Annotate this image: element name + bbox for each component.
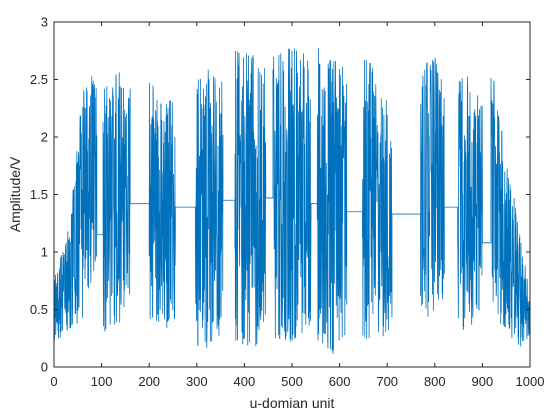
- x-tick-label: 700: [376, 374, 398, 389]
- x-tick-label: 1000: [516, 374, 545, 389]
- x-tick-label: 300: [186, 374, 208, 389]
- y-tick-label: 0: [41, 360, 48, 375]
- y-axis-ticks: 0 0.5 1 1.5 2 2.5 3: [30, 15, 530, 375]
- x-tick-label: 900: [472, 374, 494, 389]
- x-tick-label: 0: [50, 374, 57, 389]
- x-axis-label: u-domian unit: [250, 395, 335, 411]
- x-tick-label: 600: [329, 374, 351, 389]
- x-tick-label: 500: [281, 374, 303, 389]
- x-tick-label: 100: [91, 374, 113, 389]
- y-tick-label: 2: [41, 130, 48, 145]
- y-tick-label: 2.5: [30, 72, 48, 87]
- y-tick-label: 3: [41, 15, 48, 30]
- y-tick-label: 1.5: [30, 187, 48, 202]
- x-tick-label: 200: [138, 374, 160, 389]
- x-tick-label: 400: [234, 374, 256, 389]
- x-axis-ticks: 0 100 200 300 400 500 600 700 800 900 1000: [50, 22, 544, 389]
- x-tick-label: 800: [424, 374, 446, 389]
- y-axis-label: Amplitude/V: [7, 156, 23, 232]
- y-tick-label: 1: [41, 245, 48, 260]
- series-line: [53, 48, 531, 354]
- y-tick-label: 0.5: [30, 302, 48, 317]
- data-series: [53, 48, 531, 354]
